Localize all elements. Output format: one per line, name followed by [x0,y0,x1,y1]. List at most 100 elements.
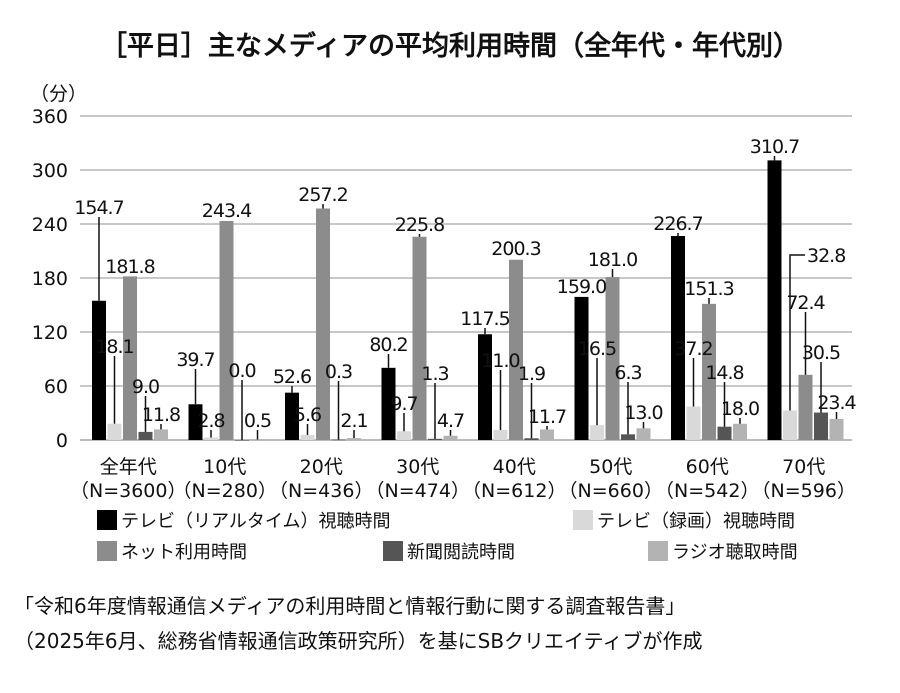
bar [123,276,137,440]
leader-line [789,254,805,411]
category-label: 70代 [782,456,825,478]
data-label: 39.7 [176,349,214,371]
data-label: 13.0 [624,402,662,424]
bar [107,423,122,440]
data-label: 11.0 [481,350,519,372]
data-label: 2.8 [197,410,224,432]
category-label: 全年代 [100,456,157,478]
data-label: 9.0 [132,376,159,398]
data-label: 52.6 [273,366,311,388]
data-label: 32.8 [807,245,845,267]
category-label: 20代 [300,456,343,478]
data-label: 0.3 [325,361,352,383]
bar [316,208,330,440]
bar [235,440,249,441]
y-tick-label: 120 [32,322,68,344]
bar [300,434,315,440]
bar [219,220,234,440]
bar [814,412,828,440]
bar [285,392,299,440]
data-label: 310.7 [750,136,799,158]
legend-label: ラジオ聴取時間 [672,542,798,563]
legend-swatch [573,510,593,530]
bar [590,425,604,440]
bar [540,429,554,440]
y-tick-label: 60 [44,376,68,398]
bar [493,430,508,440]
category-label: 60代 [686,456,729,478]
data-label: 159.0 [557,276,606,298]
data-label: 154.7 [74,197,123,219]
data-label: 23.4 [817,392,856,414]
category-label: 30代 [396,456,439,478]
data-label: 11.8 [142,404,180,426]
category-n-label: （N=436） [269,480,373,502]
data-label: 1.3 [421,363,448,385]
category-n-label: （N=474） [366,480,470,502]
bar [636,428,651,440]
data-label: 14.8 [705,362,743,384]
data-label: 18.1 [95,336,133,358]
bar [250,439,265,441]
data-label: 2.1 [340,410,367,432]
legend-label: テレビ（リアルタイム）視聴時間 [121,511,390,532]
data-label: 37.2 [674,338,712,360]
bar [509,259,523,440]
data-label: 5.6 [294,404,321,426]
bar [478,334,492,440]
bar [154,429,168,440]
category-label: 10代 [203,456,246,478]
bar [671,235,685,440]
y-tick-label: 300 [32,160,68,182]
data-label: 257.2 [298,184,347,206]
legend-item: ラジオ聴取時間 [648,541,798,563]
legend-item: テレビ（リアルタイム）視聴時間 [97,510,390,532]
bar [188,404,203,440]
legend-label: ネット利用時間 [121,542,247,563]
data-label: 4.7 [437,410,464,432]
data-label: 225.8 [395,214,444,236]
data-label: 181.8 [105,256,154,278]
bar [702,303,716,440]
legend-item: 新聞閲読時間 [383,541,515,563]
bar [621,434,635,440]
data-label: 9.7 [390,393,417,415]
bar [92,300,106,440]
bar [717,426,732,440]
data-label: 72.4 [786,292,825,314]
bar [204,437,218,440]
bar [412,236,427,440]
chart-title: ［平日］主なメディアの平均利用時間（全年代・年代別） [100,30,800,62]
data-label: 16.5 [578,338,616,360]
source-line-2: （2025年6月、総務省情報通信政策研究所）を基にSBクリエイティブが作成 [14,629,702,653]
bar [574,296,589,440]
y-axis-label: （分） [30,83,87,105]
category-n-label: （N=3600） [70,480,187,502]
legend-swatch [97,541,117,561]
bar [783,410,797,440]
y-tick-label: 360 [32,106,68,128]
category-n-label: （N=280） [173,480,277,502]
data-label: 18.0 [721,398,759,420]
bar [829,418,844,440]
y-tick-label: 0 [56,430,68,452]
data-label: 181.0 [588,249,637,271]
y-tick-label: 180 [32,268,68,290]
bar [331,439,346,441]
data-label: 6.3 [614,362,641,384]
legend-swatch [383,541,403,561]
bar [443,435,458,440]
data-label: 1.9 [518,363,545,385]
data-label: 200.3 [491,238,540,260]
y-tick-label: 240 [32,214,68,236]
category-label: 40代 [493,456,536,478]
data-label: 11.7 [528,406,566,428]
bar [733,423,747,440]
bar [347,438,361,440]
bar [524,438,539,440]
bar [138,431,153,440]
legend-swatch [648,541,668,561]
bar [428,438,442,440]
